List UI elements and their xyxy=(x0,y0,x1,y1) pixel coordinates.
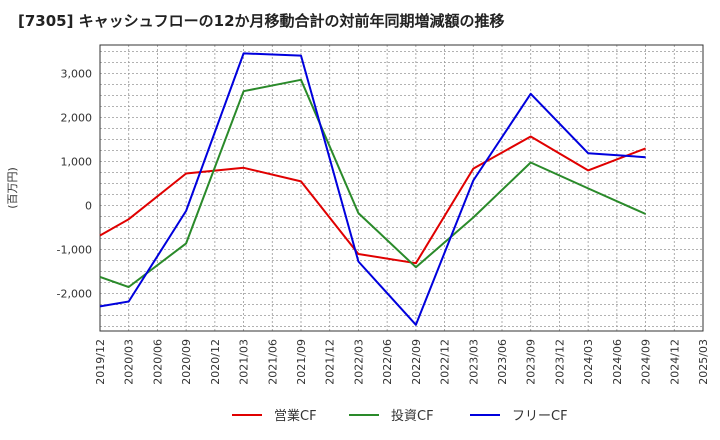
x-tick-label: 2024/03 xyxy=(582,339,595,385)
legend: 営業CF 投資CF フリーCF xyxy=(232,408,568,424)
x-tick-label: 2024/06 xyxy=(611,339,624,385)
y-tick-label: -1,000 xyxy=(57,244,92,257)
x-tick-label: 2021/12 xyxy=(324,339,337,385)
y-axis-label: (百万円) xyxy=(6,167,19,209)
x-tick-label: 2019/12 xyxy=(94,339,107,385)
legend-label: 営業CF xyxy=(274,408,317,424)
x-tick-label: 2020/12 xyxy=(209,339,222,385)
x-tick-label: 2021/03 xyxy=(238,339,251,385)
legend-label: フリーCF xyxy=(512,409,568,424)
y-axis-ticks: -2,000 -1,000 0 1,000 2,000 3,000 xyxy=(57,68,92,301)
x-tick-label: 2023/03 xyxy=(467,339,480,385)
x-tick-label: 2023/12 xyxy=(553,339,566,385)
x-tick-label: 2022/06 xyxy=(381,339,394,385)
series-lines xyxy=(99,52,647,326)
x-tick-label: 2021/09 xyxy=(295,339,308,385)
series-line-営業CF xyxy=(99,135,646,265)
plot-frame xyxy=(99,44,704,332)
y-tick-label: 2,000 xyxy=(61,112,93,125)
grid-lines xyxy=(99,45,704,331)
chart-title: [7305] キャッシュフローの12か月移動合計の対前年同期増減額の推移 xyxy=(18,12,505,30)
y-tick-label: 0 xyxy=(85,200,92,213)
x-tick-label: 2022/12 xyxy=(439,339,452,385)
x-tick-label: 2020/09 xyxy=(180,339,193,385)
series-line-投資CF xyxy=(99,78,647,288)
y-tick-label: -2,000 xyxy=(57,288,92,301)
y-tick-label: 1,000 xyxy=(61,156,93,169)
x-tick-label: 2020/06 xyxy=(151,339,164,385)
x-tick-label: 2024/12 xyxy=(668,339,681,385)
y-tick-label: 3,000 xyxy=(61,68,93,81)
x-tick-label: 2022/09 xyxy=(410,339,423,385)
x-tick-label: 2020/03 xyxy=(123,339,136,385)
x-tick-label: 2025/03 xyxy=(697,339,710,385)
series-line-フリーCF xyxy=(99,52,646,326)
x-tick-label: 2023/06 xyxy=(496,339,509,385)
x-tick-label: 2023/09 xyxy=(525,339,538,385)
x-tick-label: 2021/06 xyxy=(266,339,279,385)
x-tick-label: 2024/09 xyxy=(640,339,653,385)
x-tick-label: 2022/03 xyxy=(352,339,365,385)
x-axis-ticks: 2019/12 2020/03 2020/06 2020/09 2020/12 2021/… xyxy=(94,339,710,385)
legend-label: 投資CF xyxy=(391,408,434,424)
